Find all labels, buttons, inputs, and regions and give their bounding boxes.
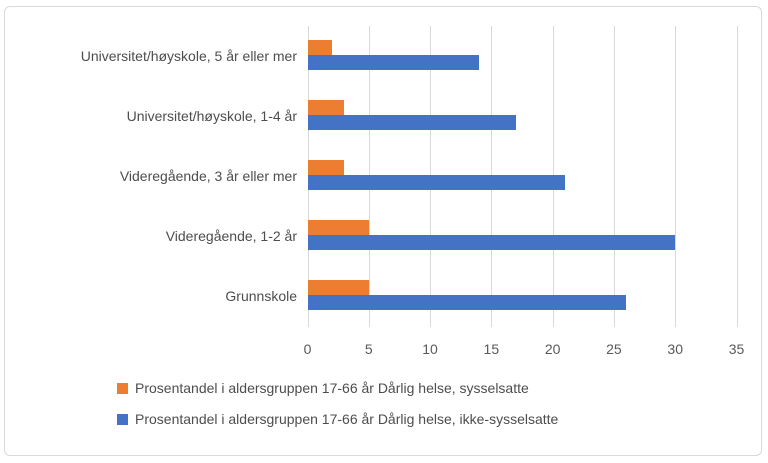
x-tick-label: 0 [303,341,312,357]
category-label: Grunnskole [225,288,297,304]
x-tick-label: 25 [606,341,622,357]
bar-sysselsatte [307,280,369,295]
chart-frame [4,6,762,456]
bar-sysselsatte [307,100,345,115]
category-label: Universitet/høyskole, 5 år eller mer [80,48,297,64]
legend-item-sysselsatte: Prosentandel i aldersgruppen 17-66 år Då… [117,379,529,397]
legend-label: Prosentandel i aldersgruppen 17-66 år Då… [135,411,559,427]
bar-sysselsatte [307,40,332,55]
x-tick-label: 5 [364,341,373,357]
bar-ikke-sysselsatte [307,235,676,250]
bar-ikke-sysselsatte [307,55,480,70]
bar-ikke-sysselsatte [307,295,627,310]
bar-sysselsatte [307,160,345,175]
x-tick-label: 20 [544,341,561,357]
legend-item-ikke-sysselsatte: Prosentandel i aldersgruppen 17-66 år Då… [117,410,558,428]
x-tick-label: 35 [728,341,745,357]
category-label: Universitet/høyskole, 1-4 år [126,108,297,124]
gridline [613,26,615,327]
legend-swatch-sysselsatte-icon [117,382,128,394]
bar-sysselsatte [307,220,369,235]
bar-ikke-sysselsatte [307,175,565,190]
gridline [675,26,677,327]
x-tick-label: 10 [422,341,438,357]
x-tick-label: 15 [483,341,500,357]
gridline [736,26,738,327]
category-label: Videregående, 3 år eller mer [119,168,297,184]
legend-label: Prosentandel i aldersgruppen 17-66 år Då… [135,380,529,396]
bar-ikke-sysselsatte [307,115,516,130]
category-label: Videregående, 1-2 år [165,228,297,244]
x-tick-label: 30 [667,341,683,357]
legend-swatch-ikke-sysselsatte-icon [117,413,128,425]
